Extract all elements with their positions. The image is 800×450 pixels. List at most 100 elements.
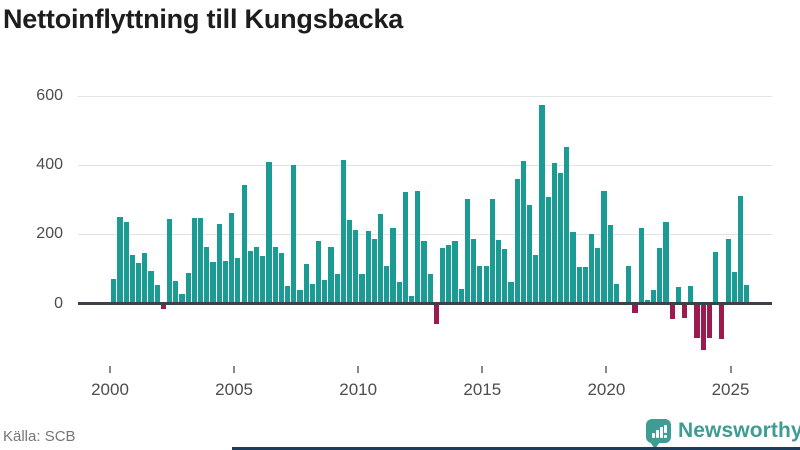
bar [700, 303, 706, 351]
bar [111, 279, 117, 304]
bar [626, 265, 632, 304]
bar [688, 286, 694, 304]
bar [384, 265, 390, 304]
bar [706, 303, 713, 338]
x-tick-label-2005: 2005 [215, 380, 253, 399]
bar [452, 240, 458, 304]
bar [638, 228, 644, 304]
bar [129, 255, 135, 304]
y-tick-label: 0 [54, 294, 63, 312]
bar [378, 214, 384, 304]
newsworthy-icon [646, 418, 671, 449]
bar [644, 299, 651, 304]
bar [433, 303, 440, 325]
bar [179, 293, 185, 304]
bar [526, 204, 533, 304]
bar [322, 280, 328, 304]
bar [545, 197, 551, 304]
gridline-400 [78, 165, 772, 166]
bar [272, 247, 278, 304]
bar [253, 247, 260, 304]
bar [520, 160, 526, 304]
bar [117, 217, 123, 304]
bar [198, 218, 204, 304]
footer-accent-bar [232, 447, 800, 450]
bar [409, 295, 415, 304]
gridline-600 [78, 95, 772, 97]
bar [160, 303, 167, 309]
bar [551, 162, 557, 304]
newsworthy-wordmark: Newsworthy [678, 419, 800, 442]
bar [719, 303, 725, 340]
bar [508, 281, 514, 304]
x-tick-2010 [357, 366, 360, 373]
bar [421, 241, 427, 304]
bar [682, 303, 688, 319]
bar [278, 253, 284, 304]
bar [446, 245, 452, 304]
bar [694, 303, 700, 339]
x-tick-label-2025: 2025 [711, 380, 750, 399]
bar [123, 222, 129, 304]
x-tick-label-2000: 2000 [91, 380, 129, 399]
bar [713, 252, 719, 304]
bar [222, 261, 229, 304]
gridline-200 [78, 234, 772, 236]
chart-title: Nettoinflyttning till Kungsbacka [3, 4, 404, 34]
bar [669, 303, 675, 320]
bar [260, 255, 266, 304]
bar [167, 219, 173, 304]
bar [675, 286, 682, 304]
bar [663, 221, 669, 304]
bar [601, 191, 607, 304]
bar [607, 224, 613, 304]
bar [539, 105, 545, 304]
bar [427, 273, 433, 304]
bar [595, 248, 601, 304]
bar [173, 281, 179, 304]
bar [471, 239, 477, 304]
bar [154, 285, 160, 304]
bar [303, 263, 309, 304]
bar [582, 266, 588, 304]
x-tick-2015 [481, 366, 484, 373]
bar [731, 271, 737, 304]
bar [371, 238, 377, 304]
bar [328, 247, 334, 304]
bar [477, 266, 483, 304]
bar [564, 146, 570, 304]
x-tick-2020 [605, 366, 608, 373]
bar [651, 290, 657, 304]
bar [365, 230, 371, 304]
x-tick-label-2010: 2010 [339, 380, 378, 399]
x-tick-2025 [729, 366, 732, 373]
y-tick-label: 400 [36, 156, 63, 173]
bar [440, 248, 446, 304]
y-tick-label: 200 [36, 225, 63, 243]
bar [725, 239, 731, 304]
bar [458, 288, 464, 304]
bar [489, 199, 495, 304]
bar [142, 253, 148, 304]
x-tick-2005 [233, 366, 236, 373]
bar [334, 274, 340, 304]
bar [514, 179, 520, 304]
bar [396, 282, 402, 304]
bar [502, 248, 508, 304]
bar [495, 240, 502, 304]
bar [235, 257, 241, 304]
bar [415, 190, 421, 304]
x-tick-label-2020: 2020 [587, 380, 626, 399]
newsworthy-logo[interactable]: Newsworthy [646, 414, 800, 449]
bar [210, 261, 216, 304]
bar [315, 240, 322, 304]
bar [359, 273, 365, 304]
bar [402, 192, 409, 304]
bar [737, 196, 744, 304]
bar [483, 266, 489, 304]
source-caption: Källa: SCB [3, 428, 76, 445]
bar [216, 224, 222, 304]
bar [570, 232, 576, 304]
bar [464, 199, 471, 304]
